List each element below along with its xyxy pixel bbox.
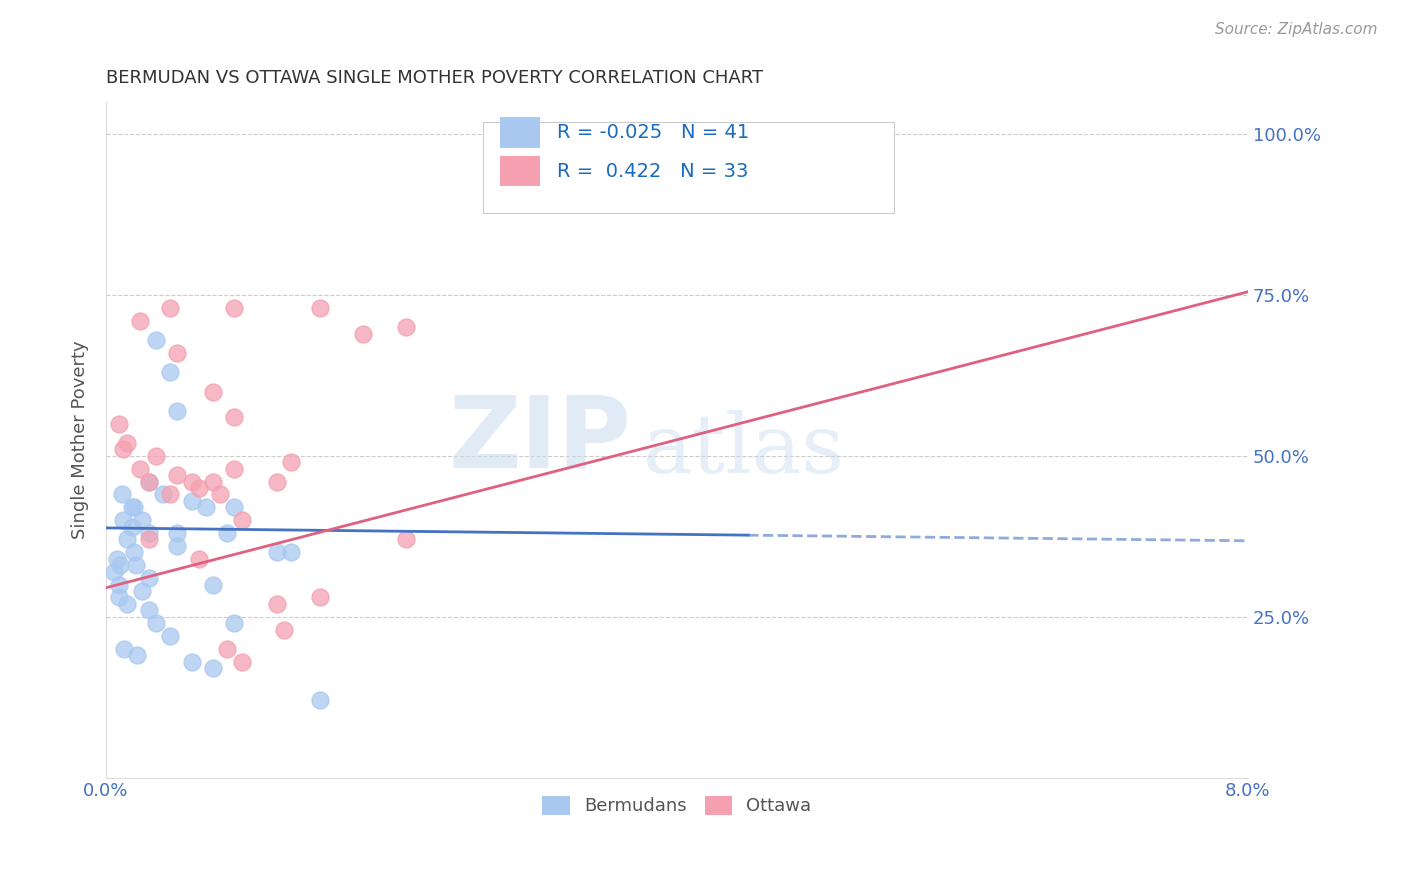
Point (187, 481, 209, 495)
Point (117, 597, 139, 611)
Point (129, 461, 152, 475)
Point (217, 526, 239, 541)
Text: R = -0.025   N = 41: R = -0.025 N = 41 (557, 123, 749, 142)
Point (194, 500, 217, 515)
Point (107, 577, 129, 591)
Point (138, 475, 160, 489)
Point (131, 513, 153, 527)
Bar (501, 156, 540, 186)
Point (138, 475, 160, 489)
Point (231, 655, 253, 669)
Point (266, 545, 288, 559)
Text: BERMUDAN VS OTTAWA SINGLE MOTHER POVERTY CORRELATION CHART: BERMUDAN VS OTTAWA SINGLE MOTHER POVERTY… (105, 69, 763, 87)
Text: Source: ZipAtlas.com: Source: ZipAtlas.com (1215, 22, 1378, 37)
Point (180, 655, 202, 669)
Point (145, 333, 167, 347)
Point (138, 571, 160, 585)
Point (166, 346, 188, 360)
Point (201, 577, 224, 591)
Point (224, 500, 246, 515)
Point (309, 591, 332, 605)
Point (121, 519, 143, 533)
Point (166, 468, 188, 483)
Text: atlas: atlas (643, 410, 845, 490)
Point (117, 436, 139, 450)
Text: R =  0.422   N = 33: R = 0.422 N = 33 (557, 161, 748, 180)
Point (121, 500, 143, 515)
Point (138, 526, 160, 541)
Point (166, 526, 188, 541)
Point (166, 539, 188, 553)
Point (180, 475, 202, 489)
Point (224, 301, 246, 315)
Point (180, 494, 202, 508)
Point (273, 623, 295, 637)
Point (125, 558, 148, 573)
Bar (501, 117, 540, 148)
Point (231, 513, 253, 527)
Point (145, 449, 167, 463)
Point (395, 533, 418, 547)
Point (224, 616, 246, 631)
Point (309, 301, 332, 315)
Point (166, 404, 188, 418)
Point (112, 442, 135, 457)
Point (159, 629, 181, 643)
Point (201, 475, 224, 489)
Point (138, 533, 160, 547)
Text: ZIP: ZIP (449, 392, 631, 488)
Point (187, 551, 209, 566)
Point (209, 487, 232, 501)
Point (159, 365, 181, 379)
Point (280, 545, 302, 559)
Point (127, 648, 149, 663)
Point (124, 545, 146, 559)
Point (266, 597, 288, 611)
Point (152, 487, 174, 501)
Point (129, 314, 152, 328)
Point (124, 500, 146, 515)
Point (145, 616, 167, 631)
Point (224, 461, 246, 475)
Point (159, 301, 181, 315)
Point (201, 384, 224, 399)
Point (117, 533, 139, 547)
FancyBboxPatch shape (482, 122, 894, 213)
Point (107, 417, 129, 431)
Legend: Bermudans, Ottawa: Bermudans, Ottawa (536, 789, 818, 822)
Point (280, 455, 302, 469)
Point (224, 410, 246, 425)
Point (112, 513, 135, 527)
Point (266, 475, 288, 489)
Point (352, 326, 374, 341)
Point (309, 693, 332, 707)
Point (110, 487, 132, 501)
Point (395, 320, 418, 334)
Point (105, 551, 128, 566)
Point (159, 487, 181, 501)
Point (107, 591, 129, 605)
Point (217, 641, 239, 656)
Point (138, 603, 160, 617)
Point (201, 661, 224, 675)
Y-axis label: Single Mother Poverty: Single Mother Poverty (72, 341, 89, 539)
Point (114, 641, 136, 656)
Point (131, 584, 153, 599)
Point (103, 565, 125, 579)
Point (108, 558, 131, 573)
